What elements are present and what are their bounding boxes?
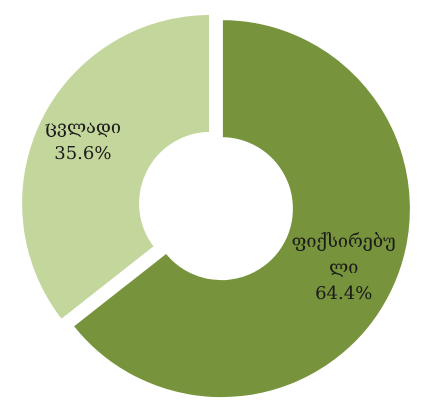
donut-slice: [19, 11, 213, 323]
value-label: 64.4%: [315, 283, 373, 305]
slice-label: ცვლადი 35.6%: [25, 115, 141, 167]
slice-label: ფიქსირებული 64.4%: [286, 229, 402, 307]
category-label: ცვლადი: [44, 117, 121, 139]
value-label: 35.6%: [54, 143, 112, 165]
donut-slice: [69, 17, 413, 400]
category-label: ფიქსირებული: [291, 231, 396, 279]
